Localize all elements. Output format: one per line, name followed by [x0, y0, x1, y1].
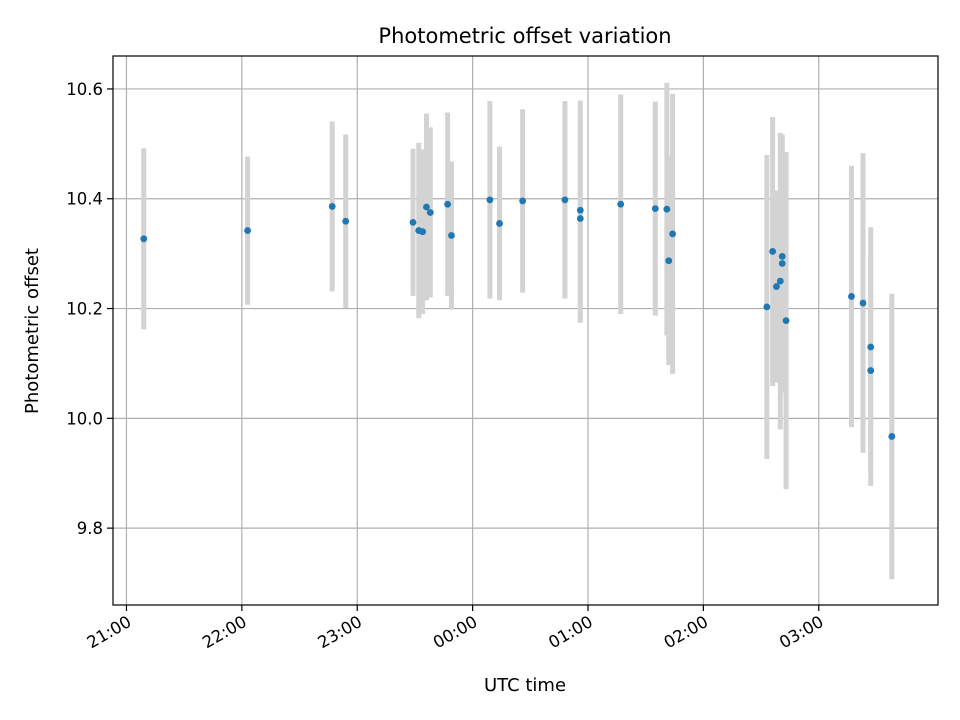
data-point — [778, 260, 786, 267]
data-point — [773, 283, 780, 290]
grid-lines — [113, 56, 938, 605]
data-point — [888, 433, 896, 440]
data-point — [444, 200, 452, 208]
x-axis: 21:00 22:00 23:00 00:00 01:00 02:00 03:00 — [84, 605, 827, 652]
chart-title: Photometric offset variation — [378, 24, 671, 48]
data-point — [776, 277, 784, 285]
data-point — [486, 196, 494, 204]
x-axis-label: UTC time — [484, 675, 566, 696]
data-point — [426, 209, 434, 216]
data-point — [448, 232, 455, 239]
data-point — [409, 218, 417, 226]
plot-frame — [112, 55, 939, 606]
data-point — [763, 303, 771, 311]
data-point — [140, 235, 148, 243]
data-points — [140, 196, 896, 440]
y-tick-label: 10.0 — [66, 409, 103, 428]
y-axis-label: Photometric offset — [22, 248, 43, 414]
data-point — [769, 248, 777, 255]
x-tick-label: 01:00 — [545, 612, 596, 652]
x-tick-label: 00:00 — [430, 612, 481, 652]
data-point — [782, 317, 790, 325]
y-tick-label: 10.4 — [66, 190, 103, 209]
data-point — [617, 200, 625, 208]
data-point — [496, 220, 503, 227]
x-tick-label: 03:00 — [776, 612, 827, 652]
data-point — [561, 196, 569, 204]
data-point — [651, 205, 659, 213]
x-tick-label: 23:00 — [315, 612, 366, 652]
data-point — [848, 293, 855, 300]
data-point — [663, 205, 671, 213]
y-tick-label: 9.8 — [77, 519, 103, 538]
data-point — [519, 197, 527, 205]
y-tick-label: 10.6 — [66, 80, 103, 99]
data-point — [423, 203, 430, 211]
data-point — [244, 227, 252, 234]
data-point — [576, 215, 584, 222]
data-point — [859, 299, 867, 307]
data-point — [342, 217, 350, 225]
data-point — [867, 367, 875, 374]
data-point — [778, 252, 786, 260]
data-point — [665, 257, 673, 265]
x-tick-label: 02:00 — [661, 612, 712, 652]
data-point — [328, 203, 336, 210]
data-point — [419, 228, 427, 236]
data-point — [867, 343, 875, 351]
data-point — [576, 206, 584, 214]
y-tick-label: 10.2 — [66, 300, 103, 319]
x-tick-label: 22:00 — [199, 612, 250, 652]
y-axis: 9.8 10.0 10.2 10.4 10.6 — [66, 80, 113, 538]
x-tick-label: 21:00 — [84, 612, 135, 652]
data-point — [669, 230, 677, 238]
error-bars — [141, 82, 895, 580]
